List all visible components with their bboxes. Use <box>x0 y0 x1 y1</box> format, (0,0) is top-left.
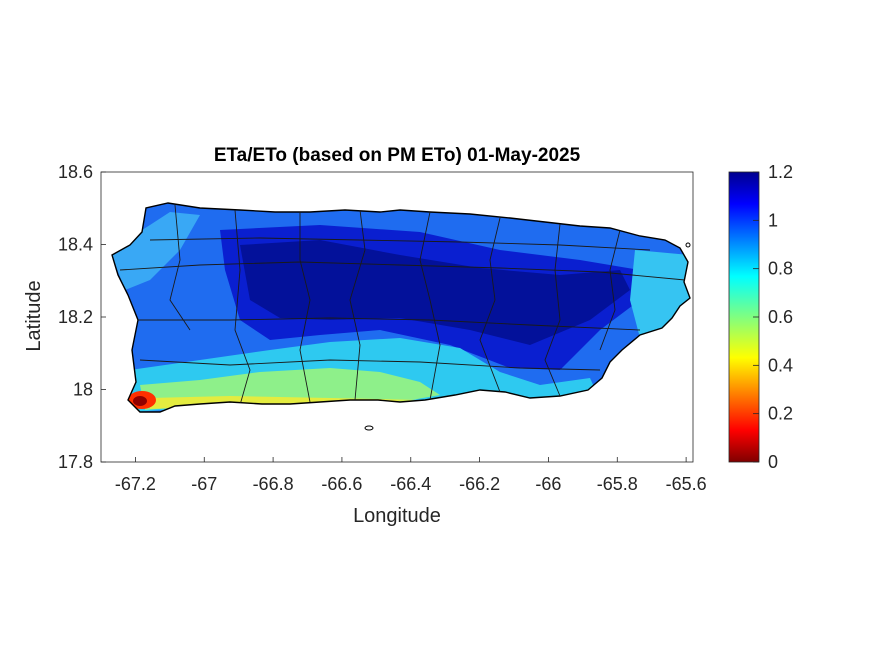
municipality-boundaries <box>119 204 686 406</box>
y-axis-label: Latitude <box>23 280 45 351</box>
colorbar-tick-label: 0 <box>768 452 778 472</box>
y-tick-label: 17.8 <box>58 452 93 472</box>
x-tick-label: -67 <box>191 474 217 494</box>
colorbar-tick-label: 0.2 <box>768 404 793 424</box>
x-axis-ticks: -67.2 -67 -66.8 -66.6 -66.4 -66.2 -66 -65.8 -65.… <box>115 457 707 494</box>
x-tick-label: -66 <box>535 474 561 494</box>
x-tick-label: -66.6 <box>321 474 362 494</box>
y-tick-label: 18.2 <box>58 307 93 327</box>
x-tick-label: -65.6 <box>666 474 707 494</box>
colorbar-ticks: 1.2 1 0.8 0.6 0.4 0.2 0 <box>753 162 793 472</box>
y-tick-label: 18.4 <box>58 235 93 255</box>
y-axis-ticks: 18.6 18.4 18.2 18 17.8 <box>58 162 106 472</box>
colorbar-tick-label: 1 <box>768 210 778 230</box>
colorbar-tick-label: 0.4 <box>768 355 793 375</box>
islet <box>685 242 691 248</box>
y-tick-label: 18 <box>73 380 93 400</box>
x-axis-label: Longitude <box>353 505 441 527</box>
colorbar-tick-label: 1.2 <box>768 162 793 182</box>
x-tick-label: -67.2 <box>115 474 156 494</box>
colorbar-tick-label: 0.6 <box>768 307 793 327</box>
colorbar-tick-label: 0.8 <box>768 259 793 279</box>
x-tick-label: -66.4 <box>390 474 431 494</box>
x-tick-label: -65.8 <box>597 474 638 494</box>
caja-de-muertos-islet <box>364 425 374 431</box>
x-tick-label: -66.8 <box>253 474 294 494</box>
chart-title: ETa/ETo (based on PM ETo) 01-May-2025 <box>214 145 581 166</box>
x-tick-label: -66.2 <box>459 474 500 494</box>
island-raster <box>112 203 690 412</box>
y-tick-label: 18.6 <box>58 162 93 182</box>
